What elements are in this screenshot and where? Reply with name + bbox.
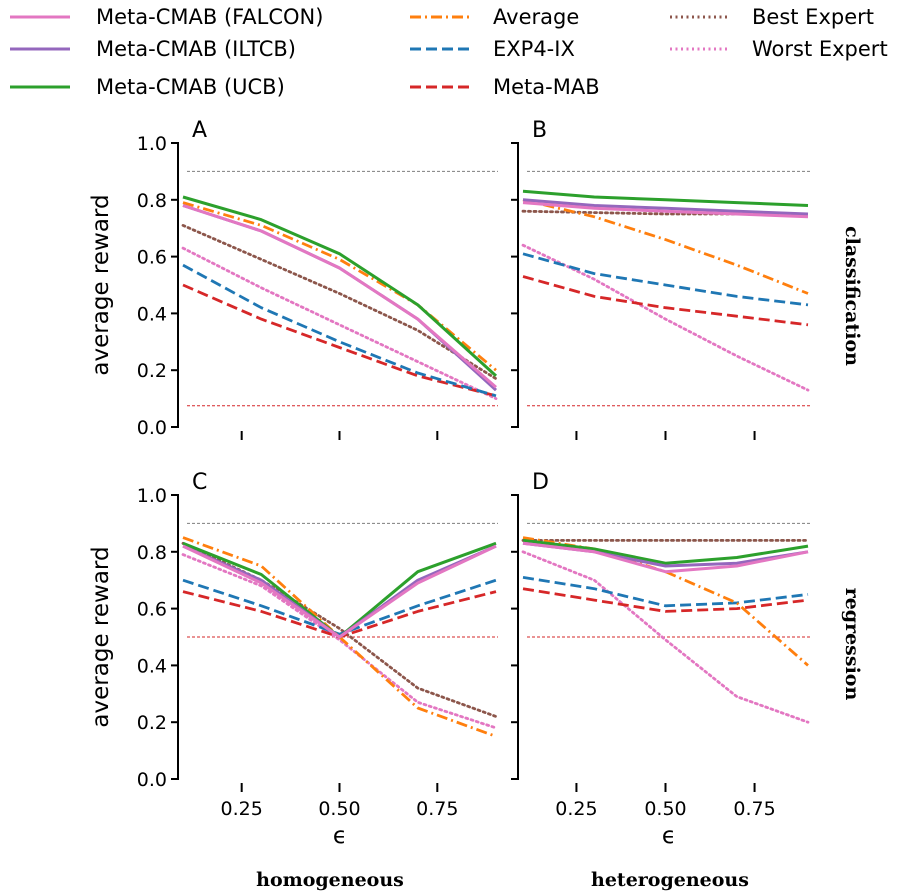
legend-label-meta-cmab-iltcb: Meta-CMAB (ILTCB): [96, 37, 296, 61]
x-tick-label: 0.50: [644, 798, 686, 820]
legend-item-best-expert: Best Expert: [670, 5, 874, 29]
legend-item-meta-cmab-iltcb: Meta-CMAB (ILTCB): [10, 37, 296, 61]
series-line-best-expert: [181, 223, 498, 381]
panel-letter-d: D: [532, 470, 549, 495]
series-line-meta-cmab-falcon: [182, 544, 497, 639]
series-line-meta-cmab-falcon: [522, 201, 809, 219]
y-tick-label: 0.0: [137, 417, 167, 439]
series-line-exp4-ix: [522, 252, 809, 307]
series-line-meta-mab: [522, 275, 809, 327]
y-tick-label: 1.0: [137, 485, 167, 507]
series-line-meta-mab: [182, 283, 497, 398]
series-line-meta-cmab-iltcb: [522, 198, 809, 216]
legend-label-average: Average: [493, 5, 579, 29]
y-tick-label: 0.6: [137, 599, 167, 621]
legend-label-worst-expert: Worst Expert: [752, 37, 888, 61]
series-line-meta-cmab-iltcb: [182, 204, 498, 392]
panel-letter-a: A: [192, 118, 207, 143]
y-tick-label: 0.6: [137, 247, 167, 269]
y-tick-label: 0.4: [137, 303, 167, 325]
panel-d: 0.25 0.50 0.75 D: [511, 470, 810, 820]
series-line-meta-cmab-ucb: [182, 541, 497, 639]
row-label-regression: regression: [841, 588, 863, 701]
series-line-meta-cmab-falcon: [522, 541, 809, 574]
series-line-worst-expert: [181, 553, 498, 730]
y-axis-title: average reward: [88, 546, 114, 727]
y-tick-label: 0.2: [137, 360, 167, 382]
series-line-meta-cmab-ucb: [522, 189, 809, 207]
y-tick-label: 0.8: [137, 190, 167, 212]
legend-label-meta-cmab-ucb: Meta-CMAB (UCB): [96, 75, 285, 99]
panel-c: 0.0 0.2 0.4 0.6 0.8 1.0 0.25 0.50 0.75 C: [137, 470, 498, 820]
legend-label-meta-cmab-falcon: Meta-CMAB (FALCON): [96, 5, 323, 29]
series-line-meta-cmab-ucb: [182, 195, 498, 378]
series-line-worst-expert: [181, 246, 498, 401]
legend-item-meta-cmab-falcon: Meta-CMAB (FALCON): [10, 5, 323, 29]
col-label-heterogeneous: heterogeneous: [591, 869, 749, 891]
y-axis-title: average reward: [88, 194, 114, 375]
panel-b: B: [511, 118, 810, 440]
y-tick-label: 0.0: [137, 769, 167, 791]
series-line-meta-cmab-ucb: [522, 538, 809, 565]
row-label-classification: classification: [841, 226, 863, 366]
legend-item-meta-cmab-ucb: Meta-CMAB (UCB): [10, 75, 285, 99]
x-tick-label: 0.50: [318, 798, 360, 820]
series-line-average: [522, 198, 809, 295]
legend-item-exp4-ix: EXP4-IX: [410, 37, 575, 61]
x-tick-label: 0.25: [555, 798, 597, 820]
legend-label-best-expert: Best Expert: [752, 5, 874, 29]
series-line-exp4-ix: [522, 576, 809, 608]
figure-labels: average reward average reward ϵ ϵ classifica…: [88, 194, 863, 891]
panels: 0.00.20.40.60.81.0A B0.00.20.40.60.81.00.…: [137, 118, 810, 820]
legend-label-exp4-ix: EXP4-IX: [493, 37, 575, 61]
legend: Meta-CMAB (FALCON) Meta-CMAB (ILTCB) Meta-…: [10, 5, 888, 99]
x-axis-title: ϵ: [662, 823, 676, 849]
series-line-exp4-ix: [182, 578, 497, 636]
series-line-worst-expert: [521, 550, 810, 724]
col-label-homogeneous: homogeneous: [256, 869, 404, 891]
legend-item-average: Average: [410, 5, 579, 29]
y-tick-label: 0.4: [137, 655, 167, 677]
series-line-average: [522, 536, 809, 667]
x-tick-label: 0.75: [416, 798, 458, 820]
x-tick-label: 0.25: [221, 798, 263, 820]
x-axis-title: ϵ: [333, 823, 347, 849]
series-line-meta-mab: [522, 587, 809, 613]
panel-letter-c: C: [192, 470, 207, 495]
series-line-meta-mab: [182, 590, 497, 639]
series-line-meta-cmab-falcon: [182, 204, 497, 389]
panel-letter-b: B: [532, 118, 547, 143]
legend-item-meta-mab: Meta-MAB: [410, 75, 600, 99]
x-tick-label: 0.75: [733, 798, 775, 820]
legend-item-worst-expert: Worst Expert: [670, 37, 888, 61]
y-tick-label: 1.0: [137, 133, 167, 155]
series-line-worst-expert: [521, 243, 810, 392]
y-tick-label: 0.2: [137, 712, 167, 734]
legend-label-meta-mab: Meta-MAB: [493, 75, 600, 99]
y-tick-label: 0.8: [137, 542, 167, 564]
panel-a: 0.0 0.2 0.4 0.6 0.8 1.0 A: [137, 118, 498, 440]
series-line-average: [182, 536, 497, 738]
